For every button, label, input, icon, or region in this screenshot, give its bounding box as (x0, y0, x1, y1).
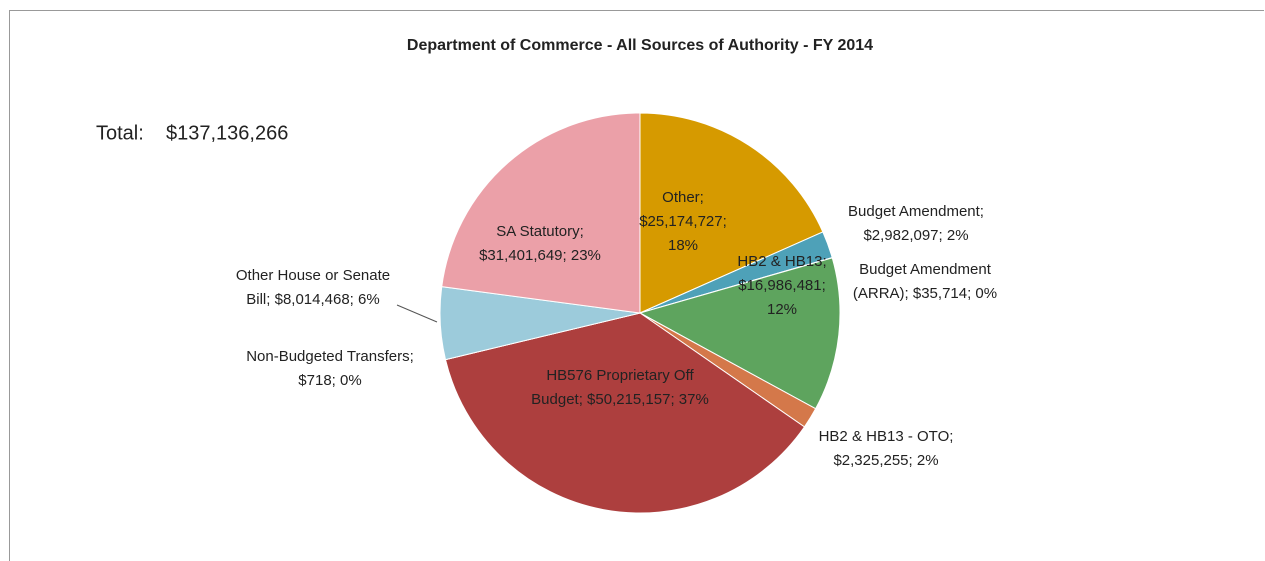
label-part: - (904, 428, 913, 445)
label-part: or (321, 267, 339, 284)
total-label: Total: (96, 122, 144, 144)
label-part: $16,986,481; (738, 277, 826, 294)
label-part: Bill; (246, 291, 270, 308)
label-part: $31,401,649; (479, 247, 567, 264)
pie-slice (441, 112, 641, 314)
label-part: SA (496, 223, 516, 240)
data-label: Budget Amendment (ARRA); $35,714; 0% (853, 261, 997, 302)
label-part: 6% (354, 291, 380, 308)
data-label: HB576 Proprietary Off Budget; $50,215,157… (531, 367, 709, 408)
leader-line (396, 304, 438, 323)
data-label: Other; $25,174,727; 18% (639, 189, 727, 254)
data-label: SA Statutory; $31,401,649; 23% (479, 223, 601, 264)
label-part: Budget; (531, 391, 583, 408)
data-label: Budget Amendment; $2,982,097; 2% (848, 203, 984, 244)
label-part: Other; (662, 189, 704, 206)
label-part: Off (670, 367, 695, 384)
label-part: $25,174,727; (639, 213, 727, 230)
label-part: 23% (567, 247, 601, 264)
label-part: 18% (668, 237, 698, 254)
label-part: $50,215,157; (583, 391, 675, 408)
label-part: 2% (913, 452, 939, 469)
label-part: & (848, 428, 862, 445)
pie-slice (444, 312, 806, 514)
label-part: HB2 (737, 253, 766, 270)
label-part: Senate (338, 267, 390, 284)
label-part: $2,325,255; (833, 452, 912, 469)
label-part: 0% (336, 372, 362, 389)
label-part: HB13; (781, 253, 827, 270)
frame (9, 10, 1264, 561)
label-part: 0% (971, 285, 997, 302)
label-part: $35,714; (909, 285, 972, 302)
label-part: $8,014,468; (270, 291, 353, 308)
pie-slice (639, 112, 824, 314)
label-part: $718; (298, 372, 336, 389)
label-part: 12% (767, 301, 797, 318)
chart-title: Department of Commerce - All Sources of … (407, 37, 873, 54)
label-part: (ARRA); (853, 285, 909, 302)
label-part: Non-Budgeted (246, 348, 343, 365)
label-part: 37% (675, 391, 709, 408)
label-part: $2,982,097; (863, 227, 942, 244)
label-part: Statutory; (515, 223, 583, 240)
label-part: 2% (943, 227, 969, 244)
label-part: Budget (848, 203, 896, 220)
label-part: Other (236, 267, 274, 284)
label-part: House (273, 267, 321, 284)
data-label: HB2 & HB13; $16,986,481; 12% (737, 253, 826, 318)
data-label: Other House or Senate Bill; $8,014,468; 6… (236, 267, 390, 308)
label-part: HB13 (862, 428, 904, 445)
label-part: Budget (859, 261, 907, 278)
label-part: OTO; (913, 428, 954, 445)
label-part: Amendment; (896, 203, 984, 220)
data-label: Non-Budgeted Transfers; $718; 0% (246, 348, 414, 389)
data-label: HB2 & HB13 - OTO; $2,325,255; 2% (819, 428, 954, 469)
label-part: HB576 (546, 367, 592, 384)
label-part: Amendment (907, 261, 992, 278)
total-value: $137,136,266 (166, 122, 288, 144)
label-part: Transfers; (343, 348, 414, 365)
pie-slice (638, 257, 841, 410)
label-part: HB2 (819, 428, 848, 445)
label-part: Proprietary (592, 367, 670, 384)
label-part: & (767, 253, 781, 270)
